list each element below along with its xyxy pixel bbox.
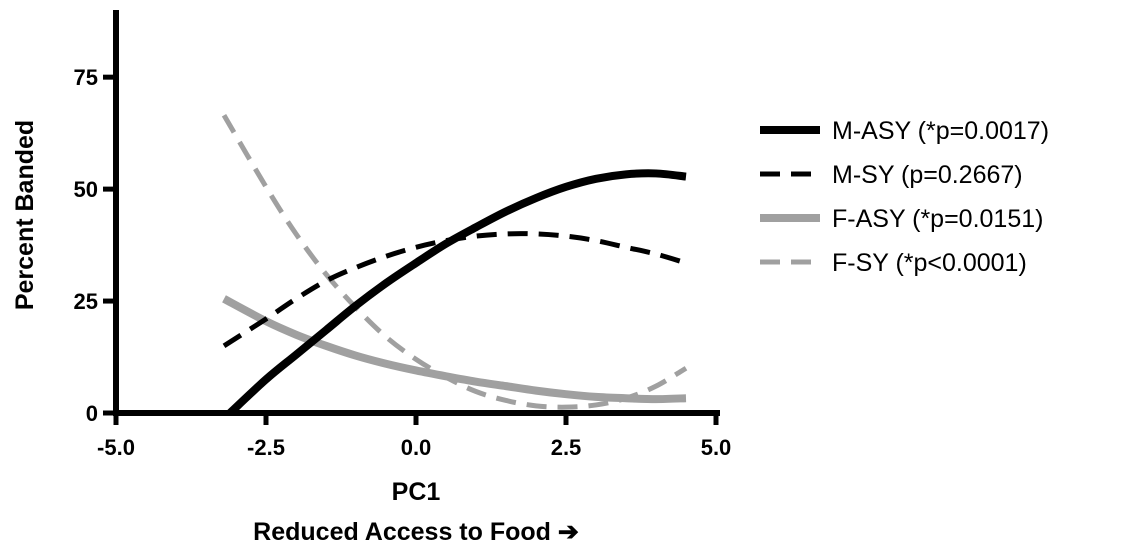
- legend-label: M-ASY (*p=0.0017): [832, 117, 1049, 145]
- plot-series: [221, 113, 688, 416]
- series-line-m-sy: [222, 231, 687, 348]
- y-axis-title: Percent Banded: [11, 120, 39, 310]
- x-tick-label: -5.0: [97, 435, 135, 460]
- legend-label: F-ASY (*p=0.0151): [832, 205, 1043, 233]
- x-axis-title: PC1: [392, 478, 441, 506]
- y-tick-label: 75: [74, 65, 98, 90]
- series-line-f-sy: [221, 113, 688, 410]
- legend-label: M-SY (p=0.2667): [832, 161, 1023, 189]
- axes: [113, 10, 720, 416]
- y-tick-label: 0: [86, 401, 98, 426]
- series-line-m-asy: [227, 169, 687, 416]
- x-ticks: -5.0 -2.5 0.0 2.5 5.0: [97, 413, 731, 460]
- x-axis-note: Reduced Access to Food ➔: [253, 518, 579, 546]
- x-tick-label: 5.0: [701, 435, 732, 460]
- legend-label: F-SY (*p<0.0001): [832, 249, 1027, 277]
- y-tick-label: 50: [74, 177, 98, 202]
- y-ticks: 0 25 50 75: [74, 65, 116, 426]
- x-tick-label: 2.5: [551, 435, 582, 460]
- legend: M-ASY (*p=0.0017) M-SY (p=0.2667) F-ASY (*…: [760, 117, 1049, 277]
- x-tick-label: -2.5: [247, 435, 285, 460]
- x-tick-label: 0.0: [401, 435, 432, 460]
- y-tick-label: 25: [74, 289, 98, 314]
